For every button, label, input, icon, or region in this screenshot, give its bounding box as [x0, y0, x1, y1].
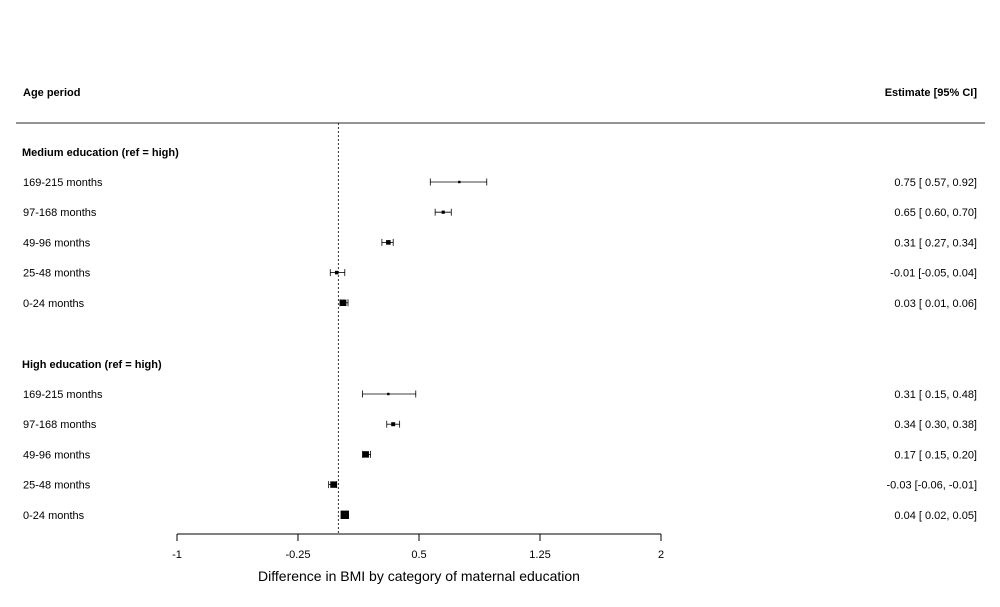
estimate-text: 0.04 [ 0.02, 0.05]: [894, 510, 977, 522]
estimate-marker: [441, 210, 445, 214]
estimate-text: -0.01 [-0.05, 0.04]: [890, 268, 977, 280]
x-tick-label: 2: [658, 549, 664, 561]
estimate-text: 0.17 [ 0.15, 0.20]: [894, 449, 977, 461]
estimate-text: 0.31 [ 0.27, 0.34]: [894, 237, 977, 249]
estimate-text: 0.75 [ 0.57, 0.92]: [894, 177, 977, 189]
estimate-text: 0.31 [ 0.15, 0.48]: [894, 389, 977, 401]
estimate-marker: [362, 451, 369, 458]
estimate-marker: [340, 510, 349, 519]
estimate-text: 0.03 [ 0.01, 0.06]: [894, 298, 977, 310]
group-title: High education (ref = high): [22, 359, 162, 371]
x-tick-label: 1.25: [529, 549, 550, 561]
row-label: 169-215 months: [23, 389, 103, 401]
header-left: Age period: [23, 87, 80, 99]
row-label: 49-96 months: [23, 237, 91, 249]
row-label: 25-48 months: [23, 480, 91, 492]
header-right: Estimate [95% CI]: [885, 87, 978, 99]
x-tick-label: -1: [172, 549, 182, 561]
row-label: 169-215 months: [23, 177, 103, 189]
estimate-marker: [391, 422, 396, 427]
estimate-marker: [334, 270, 339, 275]
estimate-marker: [458, 180, 461, 184]
row-label: 97-168 months: [23, 207, 97, 219]
estimate-marker: [330, 481, 337, 488]
estimate-text: 0.65 [ 0.60, 0.70]: [894, 207, 977, 219]
row-label: 0-24 months: [23, 510, 85, 522]
x-tick-label: 0.5: [411, 549, 426, 561]
group-title: Medium education (ref = high): [22, 147, 179, 159]
row-label: 25-48 months: [23, 268, 91, 280]
x-tick-label: -0.25: [285, 549, 310, 561]
estimate-text: 0.34 [ 0.30, 0.38]: [894, 419, 977, 431]
row-label: 49-96 months: [23, 449, 91, 461]
estimate-marker: [386, 240, 391, 245]
estimate-marker: [339, 299, 347, 306]
row-label: 97-168 months: [23, 419, 97, 431]
x-axis-label: Difference in BMI by category of materna…: [258, 568, 580, 584]
row-label: 0-24 months: [23, 298, 85, 310]
estimate-text: -0.03 [-0.06, -0.01]: [887, 480, 978, 492]
estimate-marker: [387, 392, 390, 396]
